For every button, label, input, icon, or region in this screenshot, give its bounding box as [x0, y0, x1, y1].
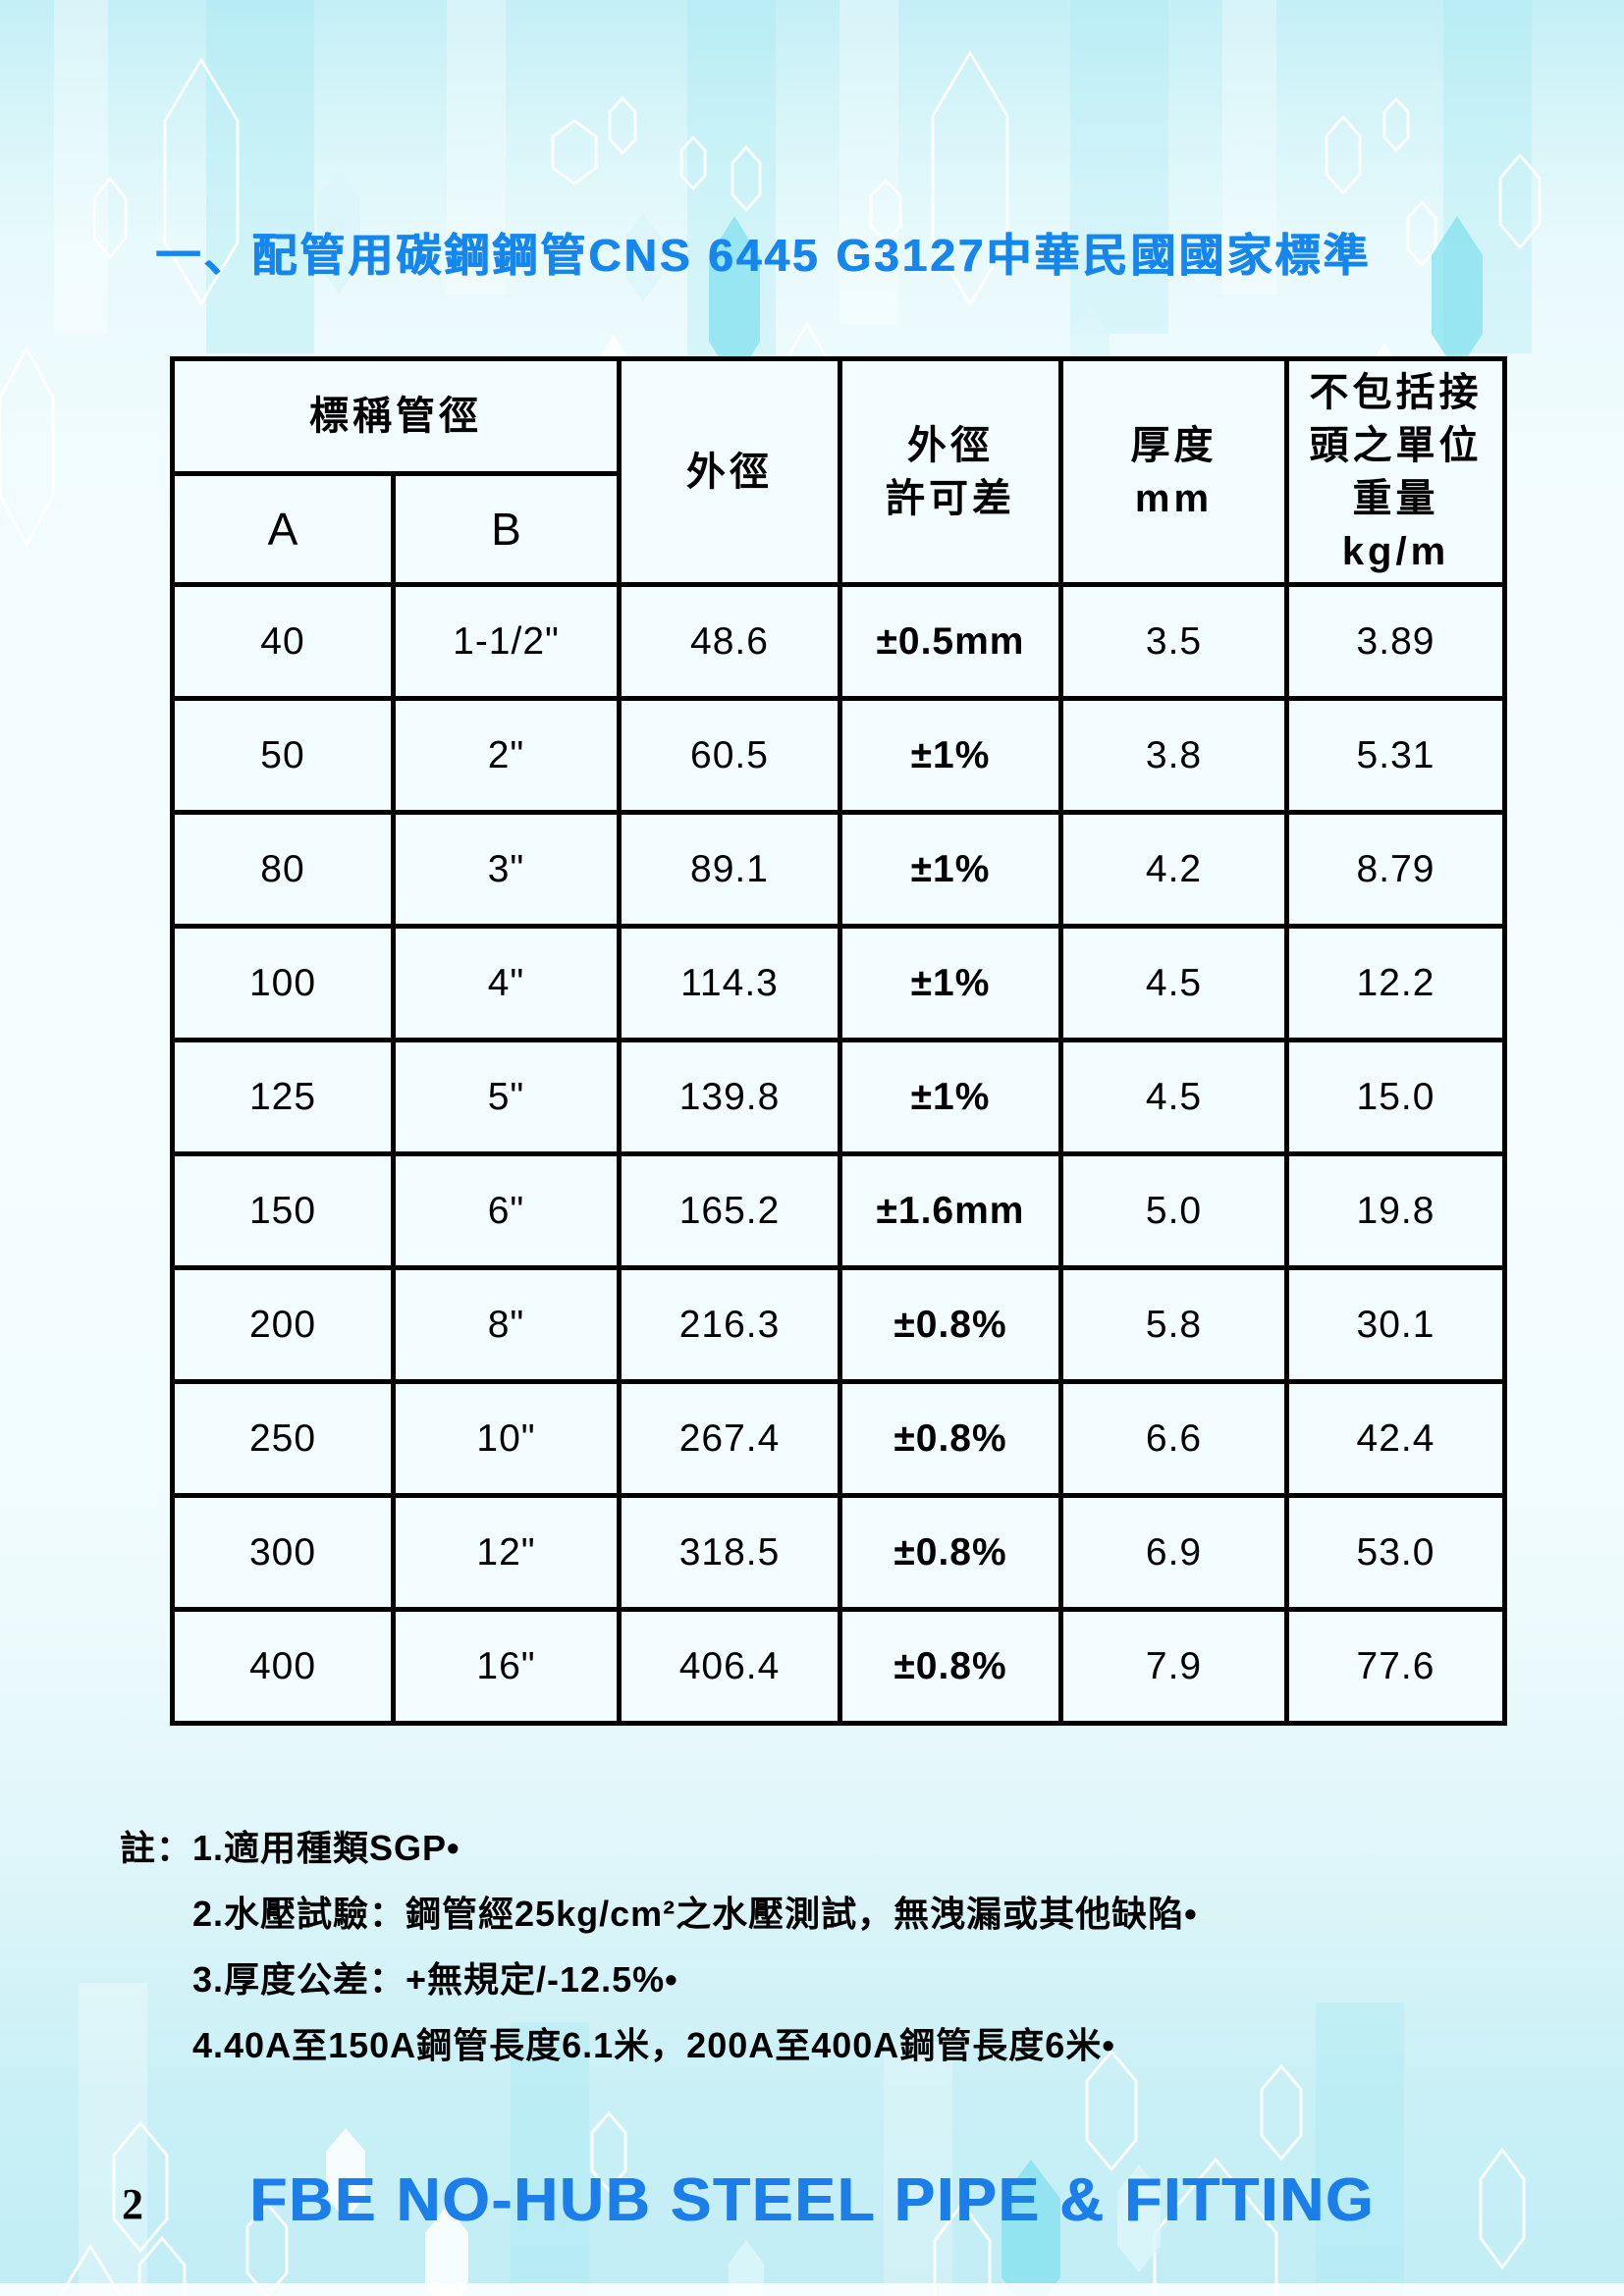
table-row: 400 16" 406.4 ±0.8% 7.9 77.6 — [170, 1607, 1507, 1726]
cell-tolerance: ±1% — [838, 810, 1063, 929]
table-row: 200 8" 216.3 ±0.8% 5.8 30.1 — [170, 1265, 1507, 1384]
header-outer-diameter: 外徑 — [617, 356, 842, 587]
table-row: 40 1-1/2" 48.6 ±0.5mm 3.5 3.89 — [170, 582, 1507, 701]
cell-b: 2" — [391, 696, 622, 815]
table-row: 125 5" 139.8 ±1% 4.5 15.0 — [170, 1038, 1507, 1156]
page-title: 一、配管用碳鋼鋼管CNS 6445 G3127中華民國國家標準 — [155, 230, 1372, 281]
cell-weight: 30.1 — [1284, 1265, 1507, 1384]
table-row: 100 4" 114.3 ±1% 4.5 12.2 — [170, 924, 1507, 1042]
cell-a: 40 — [170, 582, 396, 701]
cell-weight: 8.79 — [1284, 810, 1507, 929]
cell-weight: 19.8 — [1284, 1151, 1507, 1270]
header-unit-weight: 不包括接 頭之單位 重量 kg/m — [1284, 356, 1507, 587]
page-number: 2 — [122, 2180, 143, 2228]
cell-thickness: 5.0 — [1058, 1151, 1289, 1270]
cell-b: 5" — [391, 1038, 622, 1156]
cell-a: 150 — [170, 1151, 396, 1270]
cell-b: 6" — [391, 1151, 622, 1270]
cell-a: 250 — [170, 1379, 396, 1498]
cell-thickness: 3.8 — [1058, 696, 1289, 815]
header-od-tolerance: 外徑 許可差 — [838, 356, 1063, 587]
note-line-2: 2.水壓試驗：鋼管經25kg/cm²之水壓測試，無洩漏或其他缺陷• — [192, 1894, 1198, 1934]
cell-thickness: 6.6 — [1058, 1379, 1289, 1498]
cell-a: 400 — [170, 1607, 396, 1726]
cell-a: 80 — [170, 810, 396, 929]
table-header-row-1: 標稱管徑 外徑 外徑 許可差 厚度 mm 不包括接 頭之單位 重量 kg/m — [170, 356, 1507, 587]
cell-a: 300 — [170, 1493, 396, 1612]
cell-tolerance: ±1% — [838, 696, 1063, 815]
cell-tolerance: ±1% — [838, 1038, 1063, 1156]
cell-od: 114.3 — [617, 924, 842, 1042]
cell-od: 267.4 — [617, 1379, 842, 1498]
cell-b: 10" — [391, 1379, 622, 1498]
table-row: 50 2" 60.5 ±1% 3.8 5.31 — [170, 696, 1507, 815]
cell-tolerance: ±0.5mm — [838, 582, 1063, 701]
cell-tolerance: ±0.8% — [838, 1379, 1063, 1498]
table-header-row-2: A B — [170, 471, 1505, 587]
cell-weight: 12.2 — [1284, 924, 1507, 1042]
cell-tolerance: ±0.8% — [838, 1265, 1063, 1384]
cell-thickness: 7.9 — [1058, 1607, 1289, 1726]
cell-b: 4" — [391, 924, 622, 1042]
cell-b: 16" — [391, 1607, 622, 1726]
pipe-spec-table: 標稱管徑 外徑 外徑 許可差 厚度 mm 不包括接 頭之單位 重量 kg/m A… — [170, 356, 1507, 1726]
cell-thickness: 5.8 — [1058, 1265, 1289, 1384]
cell-tolerance: ±0.8% — [838, 1607, 1063, 1726]
cell-thickness: 3.5 — [1058, 582, 1289, 701]
cell-thickness: 4.5 — [1058, 924, 1289, 1042]
cell-weight: 15.0 — [1284, 1038, 1507, 1156]
cell-od: 318.5 — [617, 1493, 842, 1612]
cell-b: 12" — [391, 1493, 622, 1612]
cell-b: 1-1/2" — [391, 582, 622, 701]
cell-tolerance: ±1% — [838, 924, 1063, 1042]
cell-weight: 5.31 — [1284, 696, 1507, 815]
cell-od: 139.8 — [617, 1038, 842, 1156]
header-col-b: B — [391, 471, 622, 587]
header-nominal-diameter: 標稱管徑 — [170, 356, 622, 476]
note-line-3: 3.厚度公差：+無規定/-12.5%• — [192, 1959, 678, 2000]
table-row: 150 6" 165.2 ±1.6mm 5.0 19.8 — [170, 1151, 1507, 1270]
cell-tolerance: ±1.6mm — [838, 1151, 1063, 1270]
header-thickness: 厚度 mm — [1058, 356, 1289, 587]
cell-a: 100 — [170, 924, 396, 1042]
cell-weight: 77.6 — [1284, 1607, 1507, 1726]
cell-weight: 53.0 — [1284, 1493, 1507, 1612]
cell-thickness: 4.5 — [1058, 1038, 1289, 1156]
header-col-a: A — [170, 471, 396, 587]
cell-weight: 3.89 — [1284, 582, 1507, 701]
table-row: 250 10" 267.4 ±0.8% 6.6 42.4 — [170, 1379, 1507, 1498]
footer-brand-title: FBE NO-HUB STEEL PIPE & FITTING — [249, 2166, 1375, 2234]
cell-a: 125 — [170, 1038, 396, 1156]
cell-thickness: 4.2 — [1058, 810, 1289, 929]
cell-od: 48.6 — [617, 582, 842, 701]
cell-od: 89.1 — [617, 810, 842, 929]
cell-b: 8" — [391, 1265, 622, 1384]
cell-b: 3" — [391, 810, 622, 929]
note-line-4: 4.40A至150A鋼管長度6.1米，200A至400A鋼管長度6米• — [192, 2025, 1115, 2065]
table-row: 80 3" 89.1 ±1% 4.2 8.79 — [170, 810, 1507, 929]
cell-od: 216.3 — [617, 1265, 842, 1384]
cell-tolerance: ±0.8% — [838, 1493, 1063, 1612]
cell-a: 50 — [170, 696, 396, 815]
cell-od: 406.4 — [617, 1607, 842, 1726]
bottom-edge-strip — [0, 2283, 1624, 2296]
cell-thickness: 6.9 — [1058, 1493, 1289, 1612]
cell-od: 60.5 — [617, 696, 842, 815]
note-line-1: 註：1.適用種類SGP• — [120, 1828, 460, 1868]
cell-weight: 42.4 — [1284, 1379, 1507, 1498]
cell-od: 165.2 — [617, 1151, 842, 1270]
cell-a: 200 — [170, 1265, 396, 1384]
footnotes: 註：1.適用種類SGP• 2.水壓試驗：鋼管經25kg/cm²之水壓測試，無洩漏… — [120, 1822, 1534, 2085]
table-row: 300 12" 318.5 ±0.8% 6.9 53.0 — [170, 1493, 1507, 1612]
